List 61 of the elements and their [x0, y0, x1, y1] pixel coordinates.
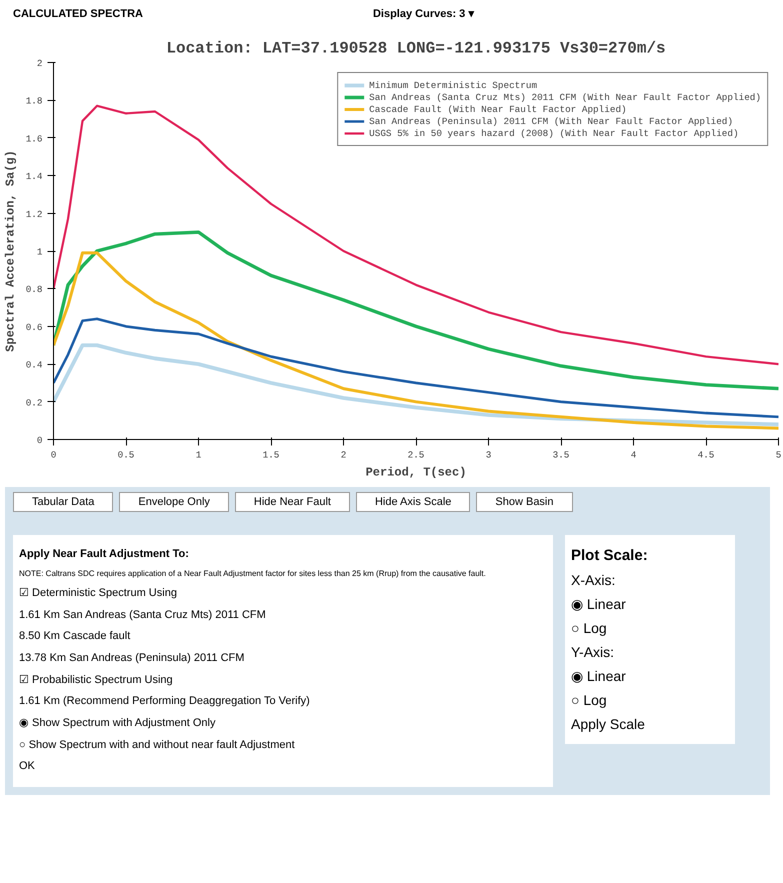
x-tick-label: 4.5: [698, 450, 714, 460]
y-axis-title: Spectral Acceleration, Sa(g): [4, 150, 18, 352]
y-tick-label: 0.6: [26, 322, 43, 333]
y-tick-label: 1.6: [26, 133, 43, 144]
text: 1.61 Km (Recommend Performing Deaggregation To Verify): [19, 694, 311, 710]
text: ☑ Probabilistic Spectrum Using: [19, 672, 174, 688]
line-series: [54, 230, 778, 390]
text: X-Axis:: [571, 571, 616, 590]
legend-label: San Andreas (Santa Cruz Mts) 2011 CFM (With Near Fault Factor Applied): [369, 91, 761, 103]
legend-label: Minimum Deterministic Spectrum: [369, 79, 538, 91]
text: OK: [19, 759, 36, 774]
text: ○ Log: [571, 691, 608, 710]
text: Display Curves: 3 ▾: [372, 7, 474, 22]
text: Plot Scale:: [571, 546, 649, 566]
text: Envelope Only: [119, 492, 229, 512]
line-series: [54, 104, 778, 366]
y-tick-label: 1: [36, 246, 43, 258]
text: 1.61 Km San Andreas (Santa Cruz Mts) 2011 CFM: [19, 608, 267, 623]
x-axis-title: Period, T(sec): [366, 466, 466, 480]
legend-label: San Andreas (Peninsula) 2011 CFM (With Near Fault Factor Applied): [369, 115, 733, 127]
line-series: [54, 251, 778, 430]
x-tick-label: 1.5: [262, 450, 280, 460]
text: Hide Near Fault: [234, 492, 350, 512]
line-series: [54, 318, 778, 418]
y-tick-label: 1.4: [26, 171, 43, 182]
y-tick-label: 0: [36, 435, 43, 446]
line-series: [54, 343, 778, 426]
text: ◉ Linear: [571, 595, 627, 614]
x-tick-label: 5: [776, 450, 782, 460]
text: ○ Show Spectrum with and without near fault Adjustment: [19, 738, 296, 753]
y-tick-label: 1.8: [26, 96, 43, 107]
text: 8.50 Km Cascade fault: [19, 629, 132, 644]
y-tick-label: 0.2: [26, 397, 43, 408]
x-tick-label: 0.5: [118, 450, 134, 460]
y-tick-label: 2: [36, 58, 43, 69]
text: ☑ Deterministic Spectrum Using: [19, 586, 178, 601]
y-tick-label: 1.2: [26, 208, 43, 220]
x-tick-label: 4: [630, 450, 637, 460]
text: Y-Axis:: [571, 643, 616, 662]
x-tick-label: 2: [340, 450, 346, 460]
x-tick-label: 0: [50, 450, 57, 460]
x-tick-label: 3.5: [552, 450, 570, 460]
text: NOTE: Caltrans SDC requires application of a Near Fault Adjustment factor for sites less than 25 km (Rrup) from the causative fault.: [19, 568, 487, 580]
text: ◉ Show Spectrum with Adjustment Only: [19, 716, 216, 732]
text: Show Basin: [476, 492, 572, 512]
text: Apply Scale: [571, 715, 646, 734]
y-tick-label: 0.4: [26, 360, 43, 371]
x-tick-label: 3: [486, 450, 492, 460]
text: ◉ Linear: [571, 667, 627, 686]
x-tick-label: 1: [196, 450, 202, 460]
y-tick-label: 0.8: [26, 284, 43, 296]
legend-label: Cascade Fault (With Near Fault Factor Applied): [369, 103, 627, 115]
x-tick-label: 2.5: [408, 450, 424, 460]
text: CALCULATED SPECTRA: [13, 7, 143, 22]
legend-label: USGS 5% in 50 years hazard (2008) (With Near Fault Factor Applied): [369, 127, 739, 139]
text: Tabular Data: [13, 492, 114, 512]
text: Apply Near Fault Adjustment To:: [19, 546, 190, 562]
text: 13.78 Km San Andreas (Peninsula) 2011 CFM: [19, 650, 246, 666]
text: Hide Axis Scale: [356, 492, 470, 512]
chart-title: Location: LAT=37.190528 LONG=-121.993175 Vs30=270m/s: [166, 40, 666, 58]
text: ○ Log: [571, 619, 608, 638]
